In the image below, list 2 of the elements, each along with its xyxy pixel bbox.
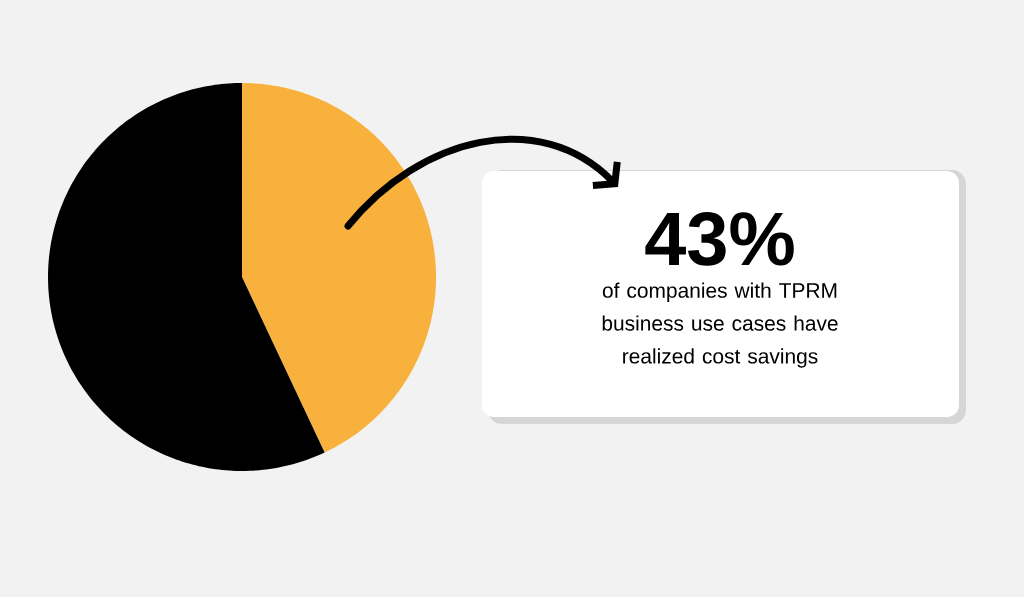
text: 43% [645, 212, 794, 266]
text: of companies with TPRM business use cases have realized cost savings [602, 282, 838, 368]
